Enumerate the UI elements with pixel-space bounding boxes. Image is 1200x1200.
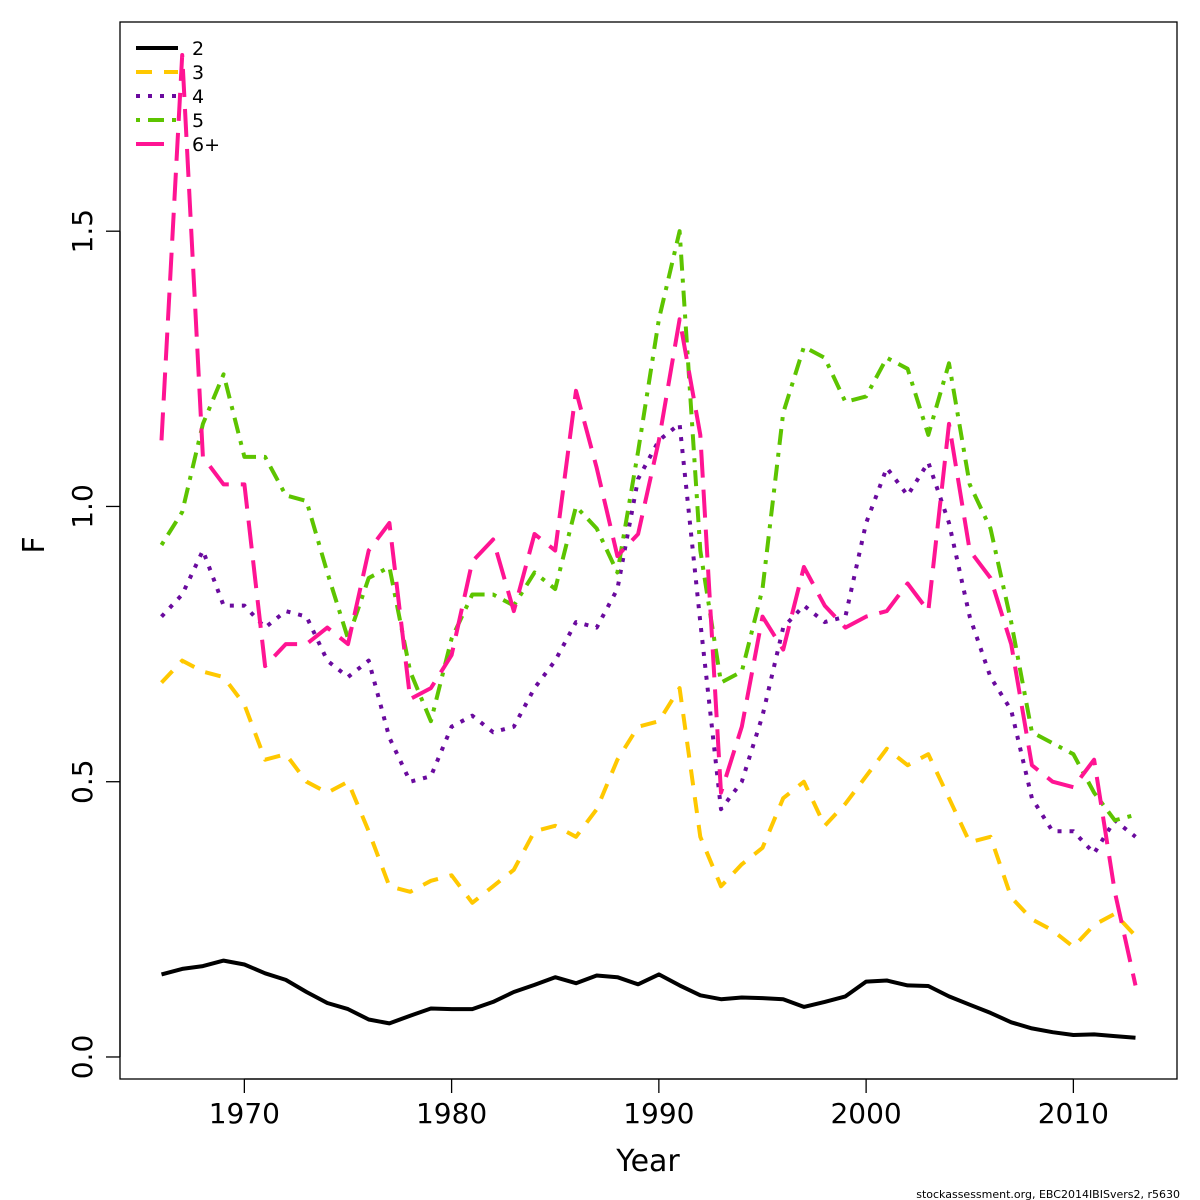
x-axis: 1970 1980 1990 2000 2010	[209, 1078, 1109, 1130]
series-line-3	[160, 421, 1137, 856]
x-tick-label: 1980	[416, 1097, 487, 1130]
y-tick-label: 0.0	[66, 1035, 99, 1080]
credit-text: stockassessment.org, EBC2014IBISvers2, r…	[916, 1188, 1180, 1200]
legend-label: 4	[192, 86, 204, 108]
y-axis-title: F	[17, 536, 52, 553]
y-tick-label: 1.0	[66, 484, 99, 529]
x-tick-label: 1970	[209, 1097, 280, 1130]
x-tick-label: 1990	[623, 1097, 694, 1130]
series-line-4	[159, 229, 1137, 823]
y-axis: 0.0 0.5 1.0 1.5	[66, 209, 121, 1080]
legend-label: 2	[192, 38, 204, 60]
series-line-1	[160, 958, 1136, 1040]
legend-label: 6+	[192, 134, 220, 156]
x-tick-label: 2000	[830, 1097, 901, 1130]
legend-label: 5	[192, 110, 204, 132]
series-line-5	[159, 53, 1138, 986]
x-axis-title: Year	[615, 1144, 680, 1179]
x-tick-label: 2010	[1038, 1097, 1109, 1130]
series-layer	[159, 53, 1138, 1040]
y-tick-label: 1.5	[66, 209, 99, 254]
y-tick-label: 0.5	[66, 759, 99, 804]
series-line-2	[160, 658, 1137, 949]
legend-label: 3	[192, 62, 204, 84]
